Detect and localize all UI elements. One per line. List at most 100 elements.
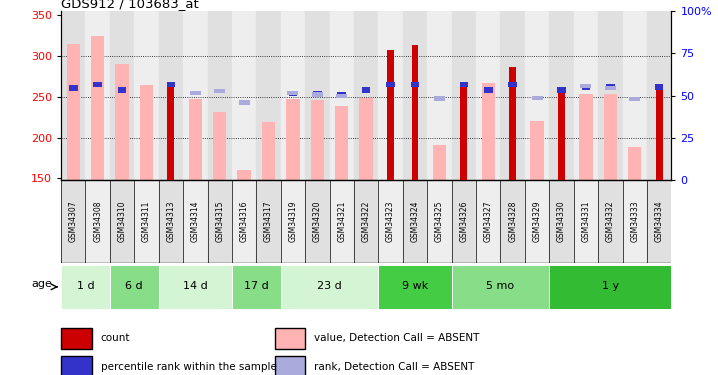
Bar [287, 91, 299, 95]
Bar [655, 84, 663, 90]
Bar [574, 180, 598, 262]
Bar [434, 96, 445, 100]
Bar [452, 180, 476, 262]
FancyBboxPatch shape [549, 265, 671, 309]
Bar [598, 11, 623, 180]
Bar [531, 121, 544, 180]
Bar [213, 112, 226, 180]
Bar [118, 87, 126, 93]
Bar [69, 85, 78, 91]
Bar [484, 87, 493, 93]
Text: GSM34316: GSM34316 [240, 201, 248, 242]
Text: value, Detection Call = ABSENT: value, Detection Call = ABSENT [314, 333, 480, 344]
Bar [289, 91, 297, 96]
Text: GSM34313: GSM34313 [167, 201, 175, 242]
Text: GSM34334: GSM34334 [655, 200, 663, 242]
FancyBboxPatch shape [61, 265, 110, 309]
FancyBboxPatch shape [281, 265, 378, 309]
Text: GSM34317: GSM34317 [264, 201, 273, 242]
Bar [579, 94, 592, 180]
Bar [403, 180, 427, 262]
Bar [605, 86, 616, 90]
FancyBboxPatch shape [452, 265, 549, 309]
Bar [256, 180, 281, 262]
Bar [305, 11, 330, 180]
Bar [460, 85, 467, 180]
Bar [604, 94, 617, 180]
Bar [500, 11, 525, 180]
Bar [531, 96, 543, 100]
Bar [85, 180, 110, 262]
Bar [460, 82, 468, 87]
Bar [558, 90, 565, 180]
FancyBboxPatch shape [274, 356, 305, 375]
Bar [208, 180, 232, 262]
Bar [208, 11, 232, 180]
Text: 1 y: 1 y [602, 281, 619, 291]
Bar [61, 180, 85, 262]
Bar [214, 89, 225, 93]
Bar [360, 99, 373, 180]
Bar [134, 11, 159, 180]
Bar [286, 99, 299, 180]
Bar [647, 180, 671, 262]
Bar [330, 180, 354, 262]
Bar [403, 11, 427, 180]
Bar [232, 180, 256, 262]
Bar [549, 11, 574, 180]
Text: GSM34328: GSM34328 [508, 201, 517, 242]
Bar [656, 89, 663, 180]
Bar [232, 11, 256, 180]
Text: GSM34322: GSM34322 [362, 201, 370, 242]
Bar [311, 100, 324, 180]
Bar [336, 94, 348, 98]
Bar [262, 122, 275, 180]
Text: 17 d: 17 d [244, 281, 269, 291]
Bar [427, 11, 452, 180]
Bar [159, 180, 183, 262]
Text: GSM34330: GSM34330 [557, 200, 566, 242]
Bar [305, 180, 330, 262]
Bar [452, 11, 476, 180]
Text: GSM34311: GSM34311 [142, 201, 151, 242]
Bar [378, 11, 403, 180]
Bar [189, 99, 202, 180]
FancyBboxPatch shape [232, 265, 281, 309]
Text: age: age [32, 279, 52, 290]
Bar [354, 180, 378, 262]
Bar [508, 82, 517, 87]
Bar [476, 11, 500, 180]
Text: GSM34325: GSM34325 [435, 201, 444, 242]
Bar [354, 11, 378, 180]
Text: 9 wk: 9 wk [402, 281, 428, 291]
Bar [91, 36, 104, 180]
Text: GSM34332: GSM34332 [606, 201, 615, 242]
Text: rank, Detection Call = ABSENT: rank, Detection Call = ABSENT [314, 362, 475, 372]
Bar [140, 85, 153, 180]
Bar [574, 11, 598, 180]
Bar [312, 92, 323, 96]
Bar [580, 84, 592, 88]
Bar [549, 180, 574, 262]
Bar [134, 180, 159, 262]
Text: GSM34333: GSM34333 [630, 200, 639, 242]
Bar [116, 64, 129, 180]
Bar [606, 84, 615, 90]
Text: GSM34319: GSM34319 [289, 201, 297, 242]
FancyBboxPatch shape [110, 265, 159, 309]
Bar [190, 91, 201, 95]
Bar [557, 87, 566, 93]
Text: percentile rank within the sample: percentile rank within the sample [101, 362, 276, 372]
Bar [167, 85, 174, 180]
Text: GSM34331: GSM34331 [582, 201, 590, 242]
Bar [167, 82, 175, 87]
Text: 23 d: 23 d [317, 281, 342, 291]
Bar [93, 82, 102, 87]
Bar [582, 84, 590, 90]
Bar [525, 180, 549, 262]
Bar [628, 147, 641, 180]
Text: GSM34324: GSM34324 [411, 201, 419, 242]
Bar [183, 180, 208, 262]
Bar [362, 87, 370, 93]
Text: GSM34329: GSM34329 [533, 201, 541, 242]
